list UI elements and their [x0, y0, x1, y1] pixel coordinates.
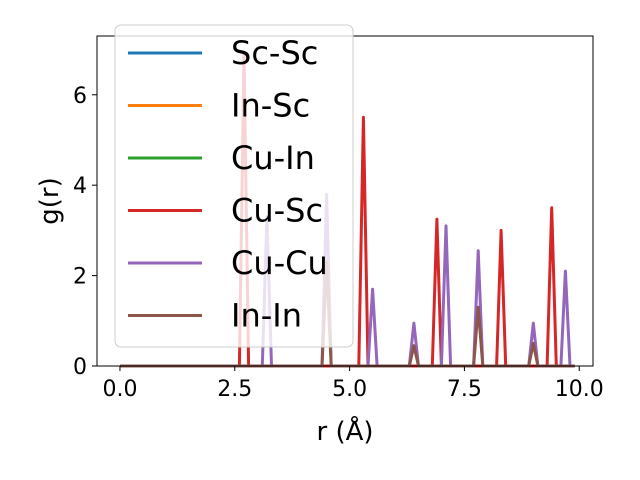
y-axis-label: g(r) — [35, 177, 65, 224]
y-axis: 0 2 4 6 — [73, 84, 97, 380]
legend-label: Cu-Cu — [231, 244, 328, 282]
x-axis-label: r (Å) — [316, 415, 373, 447]
x-tick-label: 0.0 — [102, 377, 137, 402]
legend-label: In-Sc — [231, 87, 310, 125]
x-tick-label: 10.0 — [555, 377, 604, 402]
x-tick-label: 5.0 — [332, 377, 367, 402]
y-tick-label: 4 — [73, 174, 87, 199]
y-tick-label: 2 — [73, 265, 87, 290]
legend: Sc-Sc In-Sc Cu-In Cu-Sc Cu-Cu In-In — [114, 24, 354, 348]
x-tick-label: 7.5 — [447, 377, 482, 402]
legend-label: Sc-Sc — [231, 34, 318, 72]
legend-label: Cu-In — [231, 139, 315, 177]
legend-label: In-In — [231, 297, 302, 335]
x-axis: 0.0 2.5 5.0 7.5 10.0 — [102, 366, 604, 402]
legend-label: Cu-Sc — [231, 192, 323, 230]
y-tick-label: 6 — [73, 84, 87, 109]
x-tick-label: 2.5 — [217, 377, 252, 402]
y-tick-label: 0 — [73, 355, 87, 380]
